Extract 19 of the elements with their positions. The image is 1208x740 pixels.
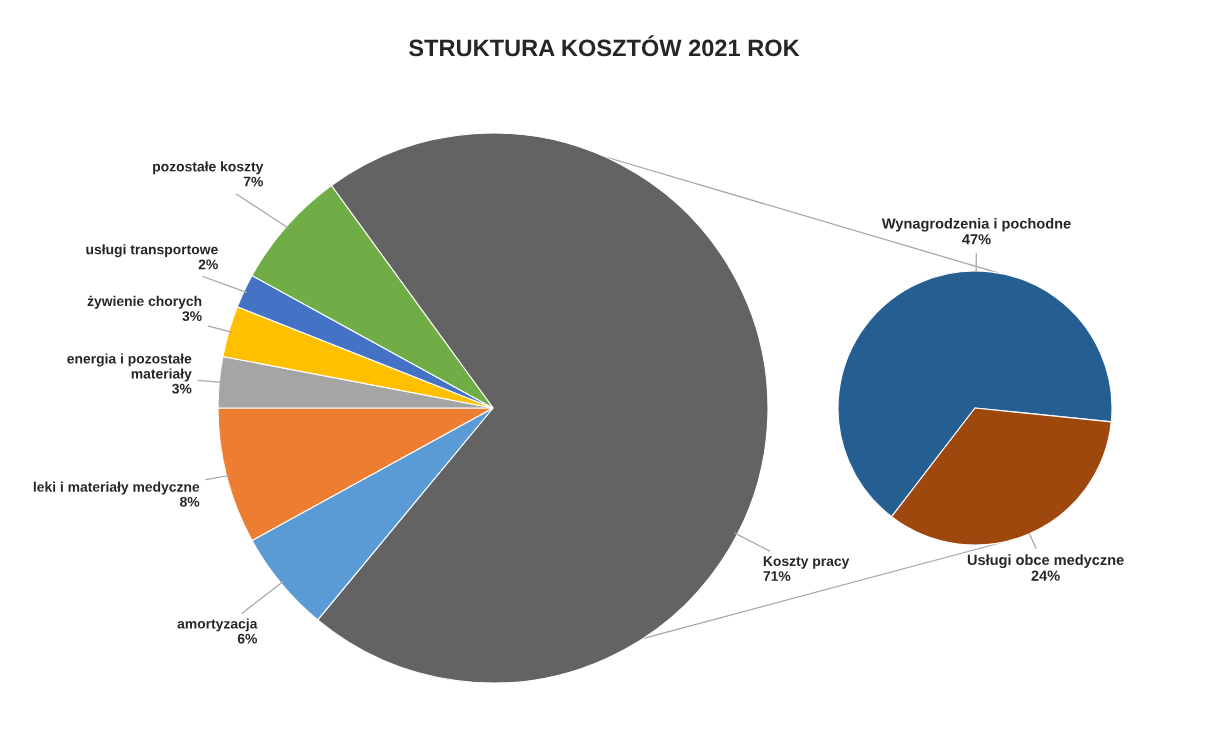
data-label: 8% — [180, 496, 200, 507]
data-label: 47% — [962, 234, 991, 245]
slice-label: energia i pozostałe materiały — [67, 353, 192, 382]
data-label: 24% — [1031, 570, 1060, 581]
data-label: 2% — [198, 259, 218, 270]
data-label: 6% — [237, 633, 258, 644]
data-label: 3% — [182, 311, 202, 322]
data-label: 7% — [243, 176, 263, 187]
slice-label: usługi transportowe — [86, 244, 218, 258]
slice-label: żywienie chorych — [87, 295, 202, 309]
slice-label: pozostałe koszty — [153, 161, 264, 175]
slice-label: Wynagrodzenia i pochodne — [881, 217, 1071, 232]
data-label: 71% — [763, 571, 791, 581]
slice-label: leki i materiały medyczne — [33, 481, 200, 495]
chart-title: STRUKTURA KOSZTÓW 2021 ROK — [409, 35, 800, 57]
data-label: 3% — [172, 383, 192, 394]
slice-label: amortyzacja — [177, 618, 258, 632]
slice-label: Usługi obce medyczne — [967, 554, 1124, 568]
slice-label: Koszty pracy — [763, 556, 850, 569]
